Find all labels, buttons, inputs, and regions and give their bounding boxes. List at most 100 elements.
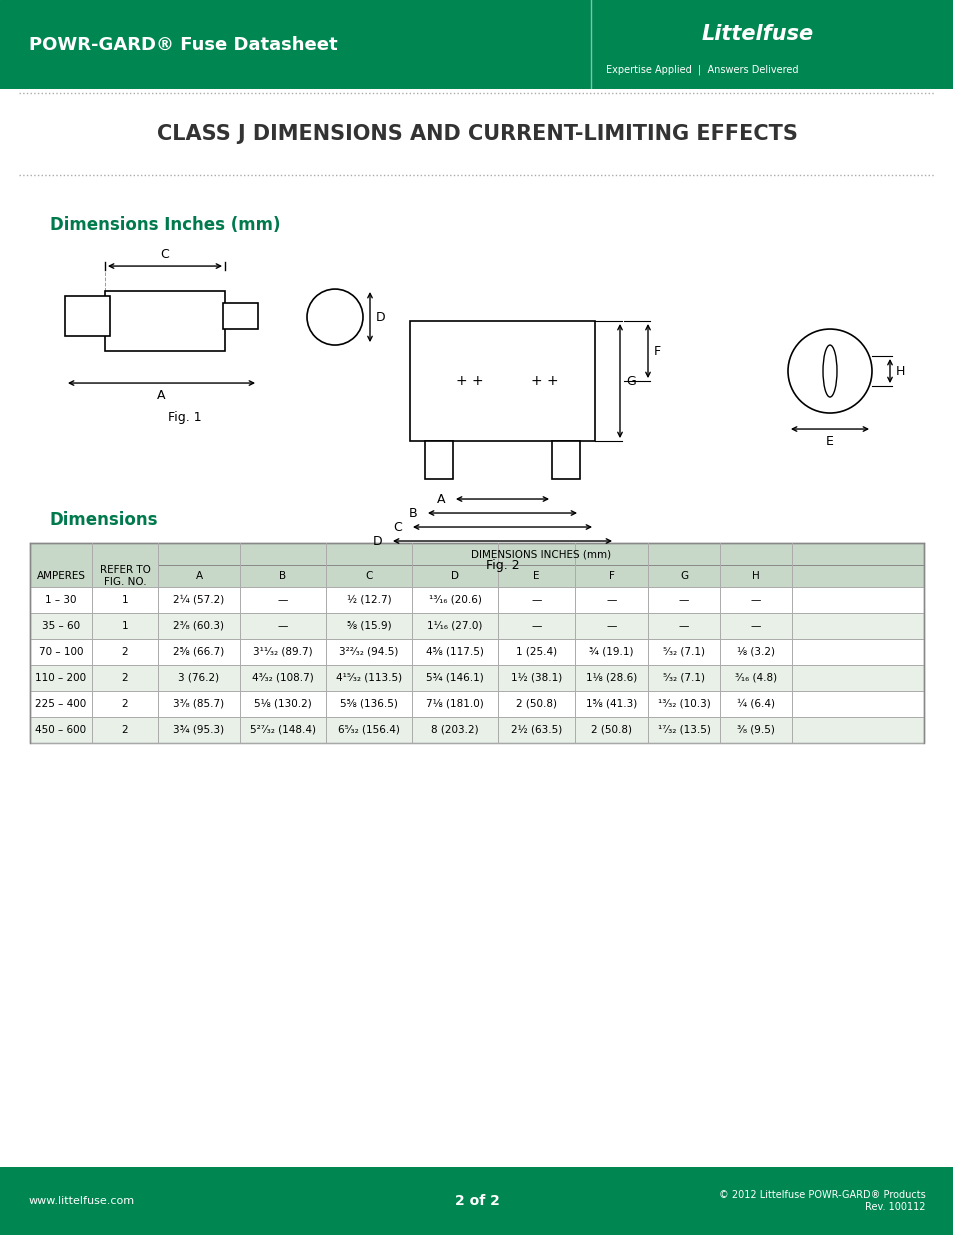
Bar (30, 664, 923, 692)
Text: 5⅛ (130.2): 5⅛ (130.2) (253, 699, 312, 709)
Text: ⅛ (3.2): ⅛ (3.2) (737, 647, 774, 657)
Text: 3²²⁄₃₂ (94.5): 3²²⁄₃₂ (94.5) (339, 647, 398, 657)
Text: 3¾ (95.3): 3¾ (95.3) (173, 725, 224, 735)
Bar (30, 718, 923, 743)
Text: 4³⁄₃₂ (108.7): 4³⁄₃₂ (108.7) (252, 673, 314, 683)
Text: 1 – 30: 1 – 30 (45, 595, 76, 605)
Text: + +: + + (456, 374, 483, 388)
Text: —: — (606, 621, 616, 631)
Text: 35 – 60: 35 – 60 (42, 621, 80, 631)
Text: ¹⁷⁄₃₂ (13.5): ¹⁷⁄₃₂ (13.5) (657, 725, 710, 735)
Text: —: — (277, 621, 288, 631)
Text: G: G (679, 571, 687, 580)
Text: 1⅝ (41.3): 1⅝ (41.3) (585, 699, 637, 709)
Text: ¹³⁄₃₂ (10.3): ¹³⁄₃₂ (10.3) (657, 699, 710, 709)
Text: C: C (160, 248, 170, 261)
Text: 3¹¹⁄₃₂ (89.7): 3¹¹⁄₃₂ (89.7) (253, 647, 313, 657)
Bar (410, 321, 595, 441)
Text: 1⅛ (28.6): 1⅛ (28.6) (585, 673, 637, 683)
Text: —: — (679, 595, 688, 605)
Text: ³⁄₈ (9.5): ³⁄₈ (9.5) (737, 725, 774, 735)
Text: 2³⁄₈ (60.3): 2³⁄₈ (60.3) (173, 621, 224, 631)
Text: 4¹⁵⁄₃₂ (113.5): 4¹⁵⁄₃₂ (113.5) (335, 673, 401, 683)
Text: 2¼ (57.2): 2¼ (57.2) (173, 595, 224, 605)
Text: 2 of 2: 2 of 2 (454, 1194, 499, 1208)
Text: 4⅝ (117.5): 4⅝ (117.5) (426, 647, 483, 657)
Text: 1: 1 (122, 621, 128, 631)
Text: 2 (50.8): 2 (50.8) (516, 699, 557, 709)
Text: 2: 2 (122, 699, 128, 709)
Text: 225 – 400: 225 – 400 (35, 699, 87, 709)
Text: G: G (625, 374, 635, 388)
Text: 70 – 100: 70 – 100 (39, 647, 83, 657)
Text: ¼ (6.4): ¼ (6.4) (737, 699, 774, 709)
Text: 2 (50.8): 2 (50.8) (590, 725, 631, 735)
Text: + +: + + (531, 374, 558, 388)
Circle shape (307, 289, 363, 345)
Text: —: — (679, 621, 688, 631)
Text: H: H (895, 364, 904, 378)
Text: POWR-GARD® Fuse Datasheet: POWR-GARD® Fuse Datasheet (29, 36, 337, 53)
Circle shape (787, 329, 871, 412)
Text: Fig. 1: Fig. 1 (168, 411, 202, 424)
Text: C: C (365, 571, 373, 580)
Text: Littelfuse: Littelfuse (700, 23, 813, 43)
Bar (105, 291, 225, 351)
Text: 450 – 600: 450 – 600 (35, 725, 87, 735)
Text: 2⅝ (66.7): 2⅝ (66.7) (173, 647, 224, 657)
Text: A: A (195, 571, 202, 580)
Text: 8 (203.2): 8 (203.2) (431, 725, 478, 735)
Text: © 2012 Littelfuse POWR-GARD® Products
Rev. 100112: © 2012 Littelfuse POWR-GARD® Products Re… (718, 1191, 924, 1212)
Text: A: A (157, 389, 166, 403)
Text: 5²⁷⁄₃₂ (148.4): 5²⁷⁄₃₂ (148.4) (250, 725, 315, 735)
Bar (30, 613, 923, 638)
Bar (30, 638, 923, 664)
Text: 1 (25.4): 1 (25.4) (516, 647, 557, 657)
Text: —: — (750, 595, 760, 605)
Text: ⁵⁄₃₂ (7.1): ⁵⁄₃₂ (7.1) (662, 647, 704, 657)
Text: CLASS J DIMENSIONS AND CURRENT-LIMITING EFFECTS: CLASS J DIMENSIONS AND CURRENT-LIMITING … (156, 124, 797, 144)
Bar (424, 441, 453, 479)
Text: Dimensions: Dimensions (50, 511, 158, 529)
Text: F: F (654, 345, 660, 358)
Text: D: D (372, 535, 381, 547)
Text: 1: 1 (122, 595, 128, 605)
Text: D: D (451, 571, 458, 580)
Text: 5¾ (146.1): 5¾ (146.1) (426, 673, 483, 683)
Text: www.littelfuse.com: www.littelfuse.com (29, 1195, 134, 1207)
Text: ½ (12.7): ½ (12.7) (346, 595, 391, 605)
Text: 3³⁄₈ (85.7): 3³⁄₈ (85.7) (173, 699, 224, 709)
Bar (30, 587, 923, 613)
Text: Expertise Applied  |  Answers Delivered: Expertise Applied | Answers Delivered (605, 64, 798, 74)
Text: —: — (606, 595, 616, 605)
Text: A: A (436, 493, 444, 505)
Text: ⁵⁄₃₂ (7.1): ⁵⁄₃₂ (7.1) (662, 673, 704, 683)
Text: REFER TO
FIG. NO.: REFER TO FIG. NO. (99, 566, 151, 587)
Text: 110 – 200: 110 – 200 (35, 673, 87, 683)
Text: ¾ (19.1): ¾ (19.1) (589, 647, 633, 657)
Text: ⅝ (15.9): ⅝ (15.9) (346, 621, 391, 631)
Text: —: — (750, 621, 760, 631)
Text: D: D (375, 310, 385, 324)
Text: H: H (751, 571, 760, 580)
Bar (30, 692, 923, 718)
Text: 1¹⁄₁₆ (27.0): 1¹⁄₁₆ (27.0) (427, 621, 482, 631)
Text: B: B (279, 571, 286, 580)
Text: 2: 2 (122, 725, 128, 735)
Text: AMPERES: AMPERES (36, 571, 86, 580)
Text: C: C (393, 520, 401, 534)
Text: 6⁵⁄₃₂ (156.4): 6⁵⁄₃₂ (156.4) (337, 725, 399, 735)
Text: 3 (76.2): 3 (76.2) (178, 673, 219, 683)
Text: 2½ (63.5): 2½ (63.5) (511, 725, 561, 735)
Text: 1½ (38.1): 1½ (38.1) (511, 673, 561, 683)
Bar (30, 543, 923, 587)
Ellipse shape (822, 345, 836, 396)
Text: E: E (533, 571, 539, 580)
Text: —: — (531, 595, 541, 605)
Text: ¹³⁄₁₆ (20.6): ¹³⁄₁₆ (20.6) (428, 595, 481, 605)
Text: DIMENSIONS INCHES (mm): DIMENSIONS INCHES (mm) (471, 550, 611, 559)
Text: B: B (408, 506, 416, 520)
Text: 2: 2 (122, 647, 128, 657)
Bar (65, 296, 110, 336)
Text: —: — (531, 621, 541, 631)
